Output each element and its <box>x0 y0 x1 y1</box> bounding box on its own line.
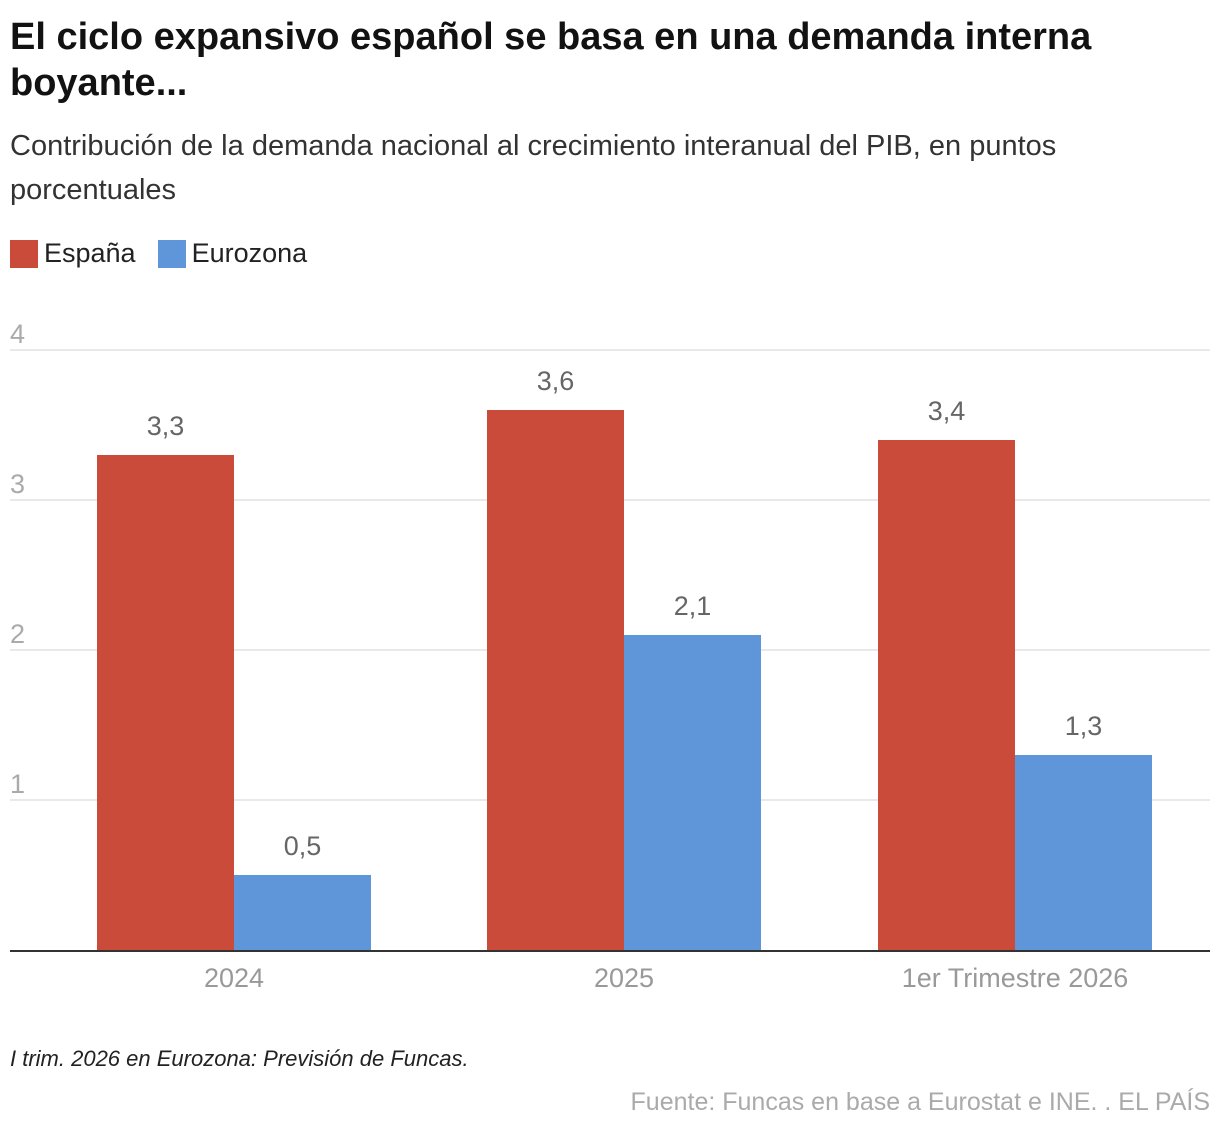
bar-layer <box>97 410 1152 950</box>
bar-eurozona-2 <box>1015 755 1152 950</box>
x-tick-label-2: 1er Trimestre 2026 <box>902 963 1129 993</box>
data-label-espana-0: 3,3 <box>147 411 185 441</box>
y-tick-label-2: 2 <box>10 619 25 649</box>
footnote: I trim. 2026 en Eurozona: Previsión de F… <box>10 1046 469 1071</box>
axis-layer: 1 2 3 4 2024 2025 1er Trimestre 2026 <box>10 319 1210 993</box>
bar-eurozona-0 <box>234 875 371 950</box>
chart-subtitle: Contribución de la demanda nacional al c… <box>10 130 1057 206</box>
y-tick-label-4: 4 <box>10 319 25 349</box>
source-credit: Fuente: Funcas en base a Eurostat e INE.… <box>630 1088 1210 1116</box>
label-layer: 3,3 0,5 3,6 2,1 3,4 1,3 <box>147 366 1103 861</box>
data-label-espana-1: 3,6 <box>537 366 575 396</box>
data-label-espana-2: 3,4 <box>928 396 966 426</box>
legend-swatch-espana <box>10 239 38 268</box>
bar-eurozona-1 <box>624 635 761 950</box>
legend-item-eurozona: Eurozona <box>157 238 308 269</box>
legend-item-espana: España <box>10 238 136 269</box>
y-tick-label-1: 1 <box>10 769 25 799</box>
bar-espana-0 <box>97 455 234 950</box>
x-tick-label-1: 2025 <box>594 963 654 993</box>
legend: España Eurozona <box>10 238 329 269</box>
y-tick-label-3: 3 <box>10 469 25 499</box>
data-label-eurozona-2: 1,3 <box>1065 711 1103 741</box>
legend-swatch-eurozona <box>157 239 186 268</box>
bar-espana-2 <box>878 440 1015 950</box>
data-label-eurozona-0: 0,5 <box>284 831 322 861</box>
legend-label-espana: España <box>44 238 136 268</box>
x-tick-label-0: 2024 <box>204 963 264 993</box>
bar-chart: 3,3 0,5 3,6 2,1 3,4 1,3 1 2 3 4 2024 2025 1er Trime… <box>10 319 1210 993</box>
bar-espana-1 <box>487 410 624 950</box>
chart-title: El ciclo expansivo español se basa en un… <box>10 16 1092 104</box>
data-label-eurozona-1: 2,1 <box>674 591 712 621</box>
legend-label-eurozona: Eurozona <box>191 238 308 268</box>
